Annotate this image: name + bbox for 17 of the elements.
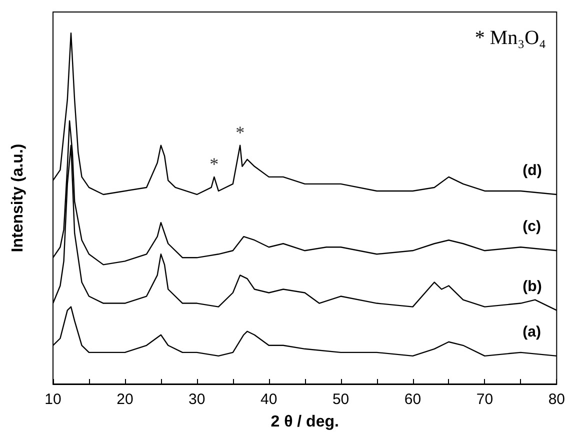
x-tick-label: 20	[116, 391, 134, 408]
x-tick-label: 60	[404, 391, 422, 408]
y-axis-title: Intensity (a.u.)	[10, 144, 26, 252]
x-tick-label: 40	[260, 391, 278, 408]
x-tick-label: 50	[332, 391, 350, 408]
annotation: * Mn₃O₄	[474, 27, 546, 49]
series-label: (a)	[522, 323, 541, 340]
annotation: *	[236, 122, 245, 142]
x-axis-title: 2 θ / deg.	[270, 414, 339, 430]
x-tick-label: 30	[188, 391, 206, 408]
series-label: (d)	[522, 162, 542, 179]
x-tick-label: 10	[44, 391, 62, 408]
x-tick-label: 70	[476, 391, 494, 408]
series-label: (b)	[522, 278, 542, 295]
series-label: (c)	[522, 218, 541, 236]
annotation: *	[210, 154, 219, 174]
x-tick-label: 80	[548, 391, 565, 408]
